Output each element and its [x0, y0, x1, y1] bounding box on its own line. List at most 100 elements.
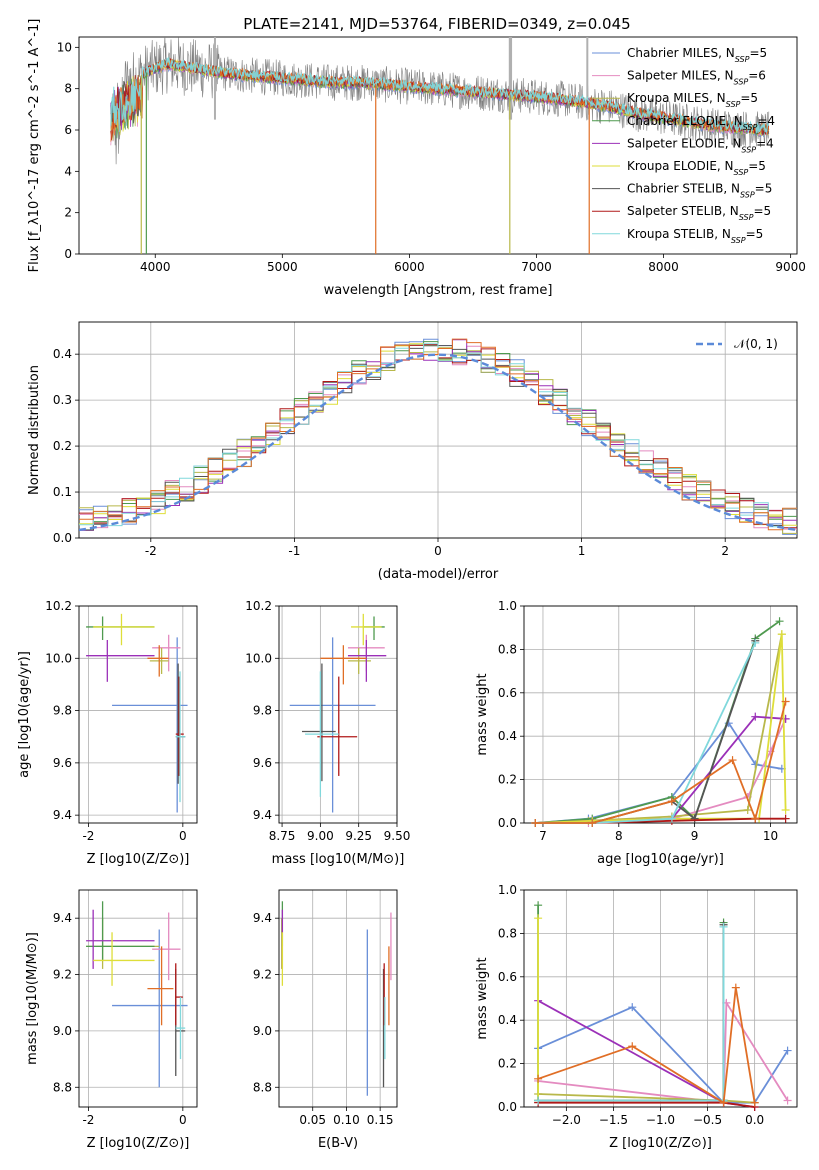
- y-tick-label: 8.8: [253, 1080, 272, 1094]
- legend-subscript: SSP: [734, 168, 749, 177]
- y-tick-label: 0.4: [53, 347, 72, 361]
- series-point: [719, 922, 728, 931]
- x-tick-label: 7: [539, 829, 547, 843]
- legend-text: Salpeter STELIB, N: [627, 204, 739, 218]
- x-axis-label: mass [log10(M/M⊙)]: [272, 852, 405, 867]
- x-tick-label: 9.50: [384, 829, 411, 843]
- y-tick-label: 0.4: [498, 729, 517, 743]
- series-line: [535, 620, 781, 824]
- series-point: [781, 697, 790, 706]
- y-tick-label: 9.4: [253, 808, 272, 822]
- series-point: [690, 814, 699, 823]
- x-tick-label: −0.5: [693, 1113, 722, 1127]
- x-tick-label: 9000: [775, 260, 806, 274]
- legend-subscript: SSP: [735, 55, 750, 64]
- legend-tail: =5: [748, 159, 766, 173]
- legend-label: Chabrier MILES, NSSP=5: [627, 46, 767, 64]
- series-point: [731, 983, 740, 992]
- series-point: [783, 1046, 792, 1055]
- y-tick-label: 2: [64, 206, 72, 220]
- x-tick-label: 7000: [521, 260, 552, 274]
- plot-area: [86, 613, 188, 813]
- y-tick-label: 9.0: [53, 1024, 72, 1038]
- legend-label: Salpeter ELODIE, NSSP=4: [627, 136, 774, 154]
- series-point: [667, 814, 676, 823]
- x-axis-label: (data-model)/error: [378, 567, 499, 582]
- x-axis-label: Z [log10(Z/Z⊙)]: [87, 852, 190, 867]
- series-point: [531, 819, 540, 827]
- y-tick-label: 10: [57, 40, 72, 54]
- x-tick-label: -2: [82, 829, 94, 843]
- y-axis-label: Flux [f_λ10^-17 erg cm^-2 s^-1 A^-1]: [27, 19, 42, 273]
- y-tick-label: 0.1: [53, 485, 72, 499]
- series-point: [781, 814, 790, 823]
- series-line: [535, 634, 787, 824]
- legend-subscript: SSP: [739, 213, 754, 222]
- y-tick-label: 9.4: [253, 911, 272, 925]
- y-axis-label: mass weight: [475, 673, 490, 755]
- x-tick-label: 0: [179, 1113, 187, 1127]
- axes-frame: [78, 36, 798, 255]
- x-tick-label: 0.05: [299, 1113, 326, 1127]
- legend-subscript: SSP: [731, 235, 746, 244]
- y-tick-label: 8: [64, 82, 72, 96]
- series-line: [535, 701, 787, 824]
- x-tick-label: 0.15: [367, 1113, 394, 1127]
- legend-text: Kroupa MILES, N: [627, 91, 726, 105]
- series-point: [751, 814, 760, 823]
- legend-subscript: SSP: [743, 122, 758, 131]
- y-tick-label: 0.2: [498, 1057, 517, 1071]
- x-tick-label: 8000: [648, 260, 679, 274]
- legend-label: Salpeter MILES, NSSP=6: [627, 69, 766, 87]
- series-point: [751, 712, 760, 721]
- legend-text: Salpeter ELODIE, N: [627, 136, 741, 150]
- y-tick-label: 10.0: [245, 651, 272, 665]
- y-tick-label: 9.2: [53, 968, 72, 982]
- x-tick-label: 0.10: [333, 1113, 360, 1127]
- series-point: [667, 797, 676, 806]
- legend-text: Chabrier MILES, N: [627, 46, 735, 60]
- plot-area: [281, 901, 392, 1096]
- series-point: [534, 1074, 543, 1083]
- legend-text: Chabrier STELIB, N: [627, 182, 740, 196]
- x-tick-label: -1: [288, 544, 300, 558]
- x-tick-label: 0.0: [745, 1113, 764, 1127]
- y-tick-label: 0.6: [498, 686, 517, 700]
- legend-tail: =5: [749, 46, 767, 60]
- x-tick-label: 8.75: [269, 829, 296, 843]
- x-tick-label: 6000: [394, 260, 425, 274]
- legend-label: Kroupa MILES, NSSP=5: [627, 91, 758, 109]
- y-tick-label: 0.0: [53, 531, 72, 545]
- series-point: [534, 1096, 543, 1105]
- y-tick-label: 10.0: [45, 651, 72, 665]
- series-point: [783, 1096, 792, 1105]
- legend-tail: =4: [756, 136, 774, 150]
- x-axis-label: Z [log10(Z/Z⊙)]: [609, 1136, 712, 1151]
- y-tick-label: 9.2: [253, 968, 272, 982]
- legend-tail: =5: [740, 91, 758, 105]
- charts-layer: 4000 5000 6000 7000 8000 90000246810wavelengt…: [17, 19, 806, 1151]
- x-tick-label: 9: [691, 829, 699, 843]
- y-axis-label: mass [log10(M/M⊙)]: [25, 932, 40, 1065]
- y-tick-label: 1.0: [498, 599, 517, 613]
- axes-frame: [78, 321, 798, 539]
- axes-frame: [78, 889, 198, 1108]
- y-tick-label: 4: [64, 164, 72, 178]
- y-tick-label: 0.8: [498, 642, 517, 656]
- x-axis-label: age [log10(age/yr)]: [597, 852, 724, 867]
- x-tick-label: 8: [615, 829, 623, 843]
- x-tick-label: −2.0: [552, 1113, 581, 1127]
- y-tick-label: 0.8: [498, 926, 517, 940]
- y-tick-label: 9.0: [253, 1024, 272, 1038]
- y-tick-label: 0.0: [498, 1100, 517, 1114]
- legend-subscript: SSP: [734, 77, 749, 86]
- legend-label: 𝒩(0, 1): [734, 337, 778, 351]
- y-tick-label: 0.2: [53, 439, 72, 453]
- series-point: [534, 914, 543, 923]
- y-tick-label: 0.0: [498, 816, 517, 830]
- figure-title: PLATE=2141, MJD=53764, FIBERID=0349, z=0…: [243, 15, 630, 33]
- legend-tail: =6: [748, 69, 766, 83]
- y-axis-label: age [log10(age/yr)]: [17, 651, 32, 778]
- y-tick-label: 1.0: [498, 883, 517, 897]
